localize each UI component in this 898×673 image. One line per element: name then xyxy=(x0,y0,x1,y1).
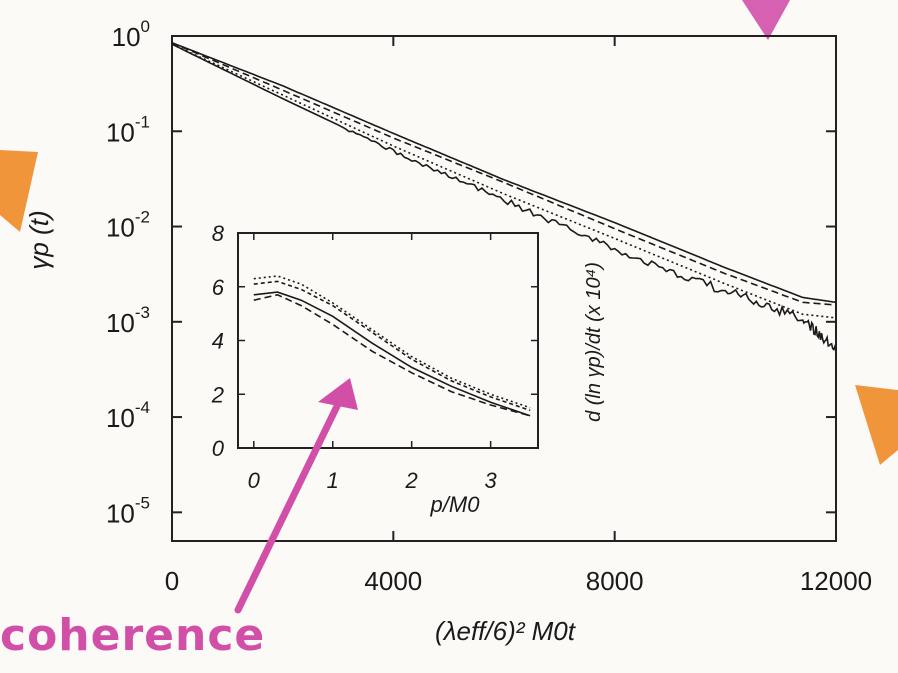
inset-xlabel: p/M0 xyxy=(430,492,481,517)
main-ylabel: γp (t) xyxy=(24,210,54,269)
main-x-tick-label: 4000 xyxy=(364,566,422,596)
inset-x-tick-label: 3 xyxy=(485,468,498,493)
main-x-tick-label: 12000 xyxy=(800,566,872,596)
inset-x-tick-label: 0 xyxy=(248,468,261,493)
main-y-tick-label: 10-4 xyxy=(106,398,150,433)
orange-arrow-mark-right xyxy=(855,385,898,465)
inset-y-tick-label: 6 xyxy=(212,275,225,300)
main-x-tick-label: 8000 xyxy=(586,566,644,596)
main-y-tick-label: 10-2 xyxy=(106,208,150,243)
inset-x-tick-label: 2 xyxy=(405,468,418,493)
main-y-tick-label: 100 xyxy=(112,17,150,52)
inset-y-tick-label: 2 xyxy=(211,382,224,407)
main-xlabel: (λeff/6)² M0t xyxy=(435,616,577,646)
main-y-tick-label: 10-5 xyxy=(106,493,150,528)
inset-y-tick-label: 8 xyxy=(212,221,225,246)
main-y-tick-label: 10-3 xyxy=(106,303,150,338)
inset-y-tick-label: 4 xyxy=(212,329,224,354)
main-y-tick-label: 10-1 xyxy=(106,112,150,147)
main-x-tick-label: 0 xyxy=(165,566,179,596)
inset-y-tick-label: 0 xyxy=(212,436,225,461)
handwritten-note: coherence xyxy=(0,610,265,661)
inset-ylabel: d (ln γp)/dt (x 10⁴) xyxy=(583,262,605,422)
pink-arrow-mark xyxy=(742,0,790,40)
inset-plot-frame xyxy=(238,233,538,448)
inset-x-tick-label: 1 xyxy=(327,468,339,493)
